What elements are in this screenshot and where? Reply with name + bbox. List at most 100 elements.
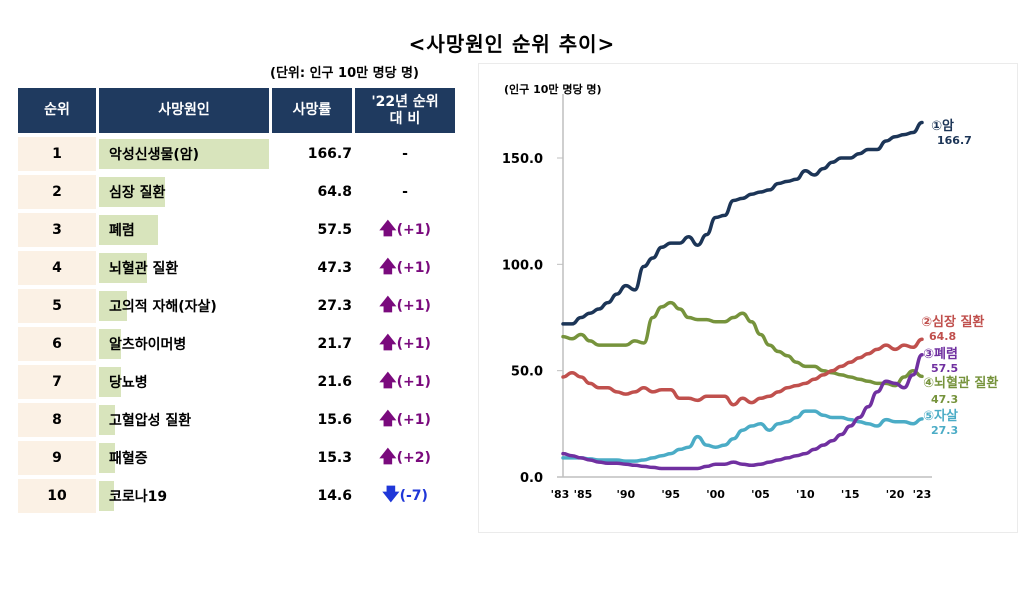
cause-name: 심장 질환 xyxy=(109,185,166,201)
y-tick-label: 0.0 xyxy=(520,471,543,486)
arrow-up-icon: 🡅 xyxy=(379,218,397,239)
series-line xyxy=(561,352,924,471)
table-row: 9 패혈증 15.3 🡅(+2) xyxy=(18,441,455,475)
rank-change: (+1) xyxy=(396,373,431,390)
series-name-label: ①암 xyxy=(931,118,954,134)
table-row: 6 알츠하이머병 21.7 🡅(+1) xyxy=(18,327,455,361)
series-line xyxy=(561,337,924,407)
change-cell: 🡅(+2) xyxy=(355,441,455,475)
rank-cell: 8 xyxy=(18,403,96,437)
rate-cell: 14.6 xyxy=(317,488,352,504)
rate-bar xyxy=(99,443,115,473)
series-line xyxy=(561,120,924,326)
rate-bar xyxy=(99,139,269,169)
rank-change: - xyxy=(402,146,408,162)
rank-change: (+1) xyxy=(396,221,431,238)
change-cell: - xyxy=(355,137,455,171)
change-cell: - xyxy=(355,175,455,209)
y-tick-label: 50.0 xyxy=(511,365,543,380)
rate-bar xyxy=(99,405,115,435)
rank-change: (+1) xyxy=(396,297,431,314)
x-tick-label: '05 xyxy=(751,488,770,501)
line-chart: (인구 10만 명당 명) 0.0 50.0 100.0 150.0 '83 '85 '90… xyxy=(502,82,998,501)
rank-change: (+1) xyxy=(396,335,431,352)
rank-change: (+1) xyxy=(396,259,431,276)
cause-name: 뇌혈관 질환 xyxy=(109,261,179,277)
arrow-up-icon: 🡅 xyxy=(379,294,397,315)
cause-name: 폐렴 xyxy=(109,223,135,239)
change-cell: 🡅(+1) xyxy=(355,251,455,285)
rate-cell: 27.3 xyxy=(317,298,352,314)
cause-name: 알츠하이머병 xyxy=(109,337,187,353)
x-tick-label: '95 xyxy=(661,488,680,501)
rate-bar xyxy=(99,329,122,359)
change-cell: 🡅(+1) xyxy=(355,289,455,323)
table-row: 8 고혈압성 질환 15.6 🡅(+1) xyxy=(18,403,455,437)
x-tick-label: '20 xyxy=(886,488,905,501)
table-row: 3 폐렴 57.5 🡅(+1) xyxy=(18,213,455,247)
rank-cell: 5 xyxy=(18,289,96,323)
header-change-line2: 대 비 xyxy=(389,110,421,127)
x-tick-label: '83 xyxy=(551,488,570,501)
arrow-up-icon: 🡅 xyxy=(379,332,397,353)
cause-cell: 코로나19 xyxy=(99,479,269,513)
rate-cell: 57.5 xyxy=(317,222,352,238)
cause-cell: 당뇨병 xyxy=(99,365,269,399)
arrow-down-icon: 🡇 xyxy=(382,484,400,505)
header-rank: 순위 xyxy=(18,88,96,133)
unit-note: (단위: 인구 10만 명당 명) xyxy=(270,66,419,81)
table-row: 4 뇌혈관 질환 47.3 🡅(+1) xyxy=(18,251,455,285)
y-tick-label: 100.0 xyxy=(502,258,543,273)
arrow-up-icon: 🡅 xyxy=(379,256,397,277)
series-end-value: 64.8 xyxy=(929,330,956,343)
rank-change: - xyxy=(402,184,408,200)
rank-cell: 3 xyxy=(18,213,96,247)
x-tick-label: '00 xyxy=(706,488,725,501)
rate-bar xyxy=(99,481,114,511)
table-row: 10 코로나19 14.6 🡇(-7) xyxy=(18,479,455,513)
rate-bar xyxy=(99,291,127,321)
table-row: 5 고의적 자해(자살) 27.3 🡅(+1) xyxy=(18,289,455,323)
cause-name: 패혈증 xyxy=(109,451,148,467)
cause-name: 당뇨병 xyxy=(109,375,148,391)
rate-bar xyxy=(99,177,166,207)
table-row: 1 악성신생물(암) 166.7 - xyxy=(18,137,455,171)
series-name-label: ②심장 질환 xyxy=(921,314,984,330)
change-cell: 🡅(+1) xyxy=(355,403,455,437)
rate-cell: 166.7 xyxy=(307,146,352,162)
rank-cell: 1 xyxy=(18,137,96,171)
cause-name: 코로나19 xyxy=(109,489,168,505)
table-row: 7 당뇨병 21.6 🡅(+1) xyxy=(18,365,455,399)
chart-panel: (인구 10만 명당 명) 0.0 50.0 100.0 150.0 '83 '85 '90… xyxy=(478,63,1018,533)
cause-name: 악성신생물(암) xyxy=(109,147,200,163)
x-tick-label: '15 xyxy=(841,488,860,501)
rate-cell: 21.6 xyxy=(317,374,352,390)
rate-bar xyxy=(99,253,148,283)
cause-cell: 폐렴 xyxy=(99,213,269,247)
series-end-value: 27.3 xyxy=(931,424,958,437)
rank-cell: 6 xyxy=(18,327,96,361)
rank-cell: 10 xyxy=(18,479,96,513)
header-change: '22년 순위 대 비 xyxy=(355,88,455,133)
series-name-label: ④뇌혈관 질환 xyxy=(923,375,998,391)
cause-name: 고의적 자해(자살) xyxy=(109,299,217,315)
series-name-label: ⑤자살 xyxy=(923,408,958,424)
page-title: <사망원인 순위 추이> xyxy=(408,32,616,56)
cause-cell: 패혈증 xyxy=(99,441,269,475)
cause-cell: 심장 질환 xyxy=(99,175,269,209)
change-cell: 🡇(-7) xyxy=(355,479,455,513)
header-rate: 사망률 xyxy=(272,88,352,133)
y-axis-label: (인구 10만 명당 명) xyxy=(504,82,602,96)
arrow-up-icon: 🡅 xyxy=(379,446,397,467)
series-end-value: 57.5 xyxy=(931,362,958,375)
table-header-row: 순위 사망원인 사망률 '22년 순위 대 비 xyxy=(18,88,455,133)
arrow-up-icon: 🡅 xyxy=(379,370,397,391)
series-name-label: ③폐렴 xyxy=(923,347,958,362)
x-tick-label: '90 xyxy=(616,488,635,501)
series-end-value: 47.3 xyxy=(931,393,958,406)
series-line xyxy=(561,300,924,388)
rate-cell: 15.3 xyxy=(317,450,352,466)
cause-cell: 고혈압성 질환 xyxy=(99,403,269,437)
arrow-up-icon: 🡅 xyxy=(379,408,397,429)
rank-change: (+1) xyxy=(396,411,431,428)
